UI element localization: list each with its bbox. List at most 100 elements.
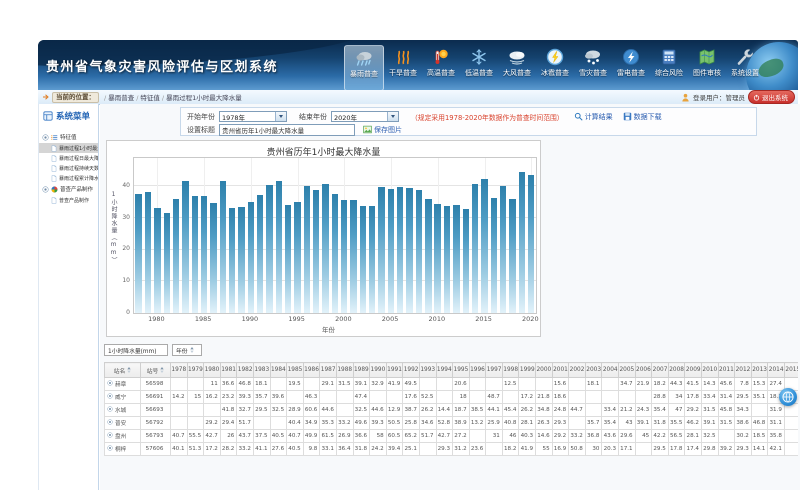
value-cell: 31.5 <box>336 378 353 391</box>
value-cell: 33.2 <box>237 443 254 456</box>
sidebar-item-1-2[interactable]: 暴雨过程日最大降水量 <box>39 153 98 163</box>
end-year-label: 结束年份 <box>299 112 327 122</box>
bar-2010 <box>434 204 440 313</box>
nav-item-9[interactable]: 综合风险 <box>650 45 688 89</box>
value-cell: 17.2 <box>519 391 536 404</box>
chevron-down-icon[interactable] <box>275 112 286 121</box>
table-row-威宁[interactable]: 威宁5669114.21516.223.239.335.739.646.347.… <box>105 391 799 404</box>
sidebar-item-label: 暴雨过程日最大降水量 <box>59 155 98 162</box>
tree-group-2[interactable]: 普查产品制作 <box>39 183 98 195</box>
value-cell: 23.6 <box>469 443 486 456</box>
value-cell: 29.1 <box>320 378 337 391</box>
target-icon[interactable] <box>107 393 113 401</box>
sidebar-item-1-1[interactable]: 暴雨过程1小时最大降水量 <box>39 143 98 153</box>
breadcrumb-item[interactable]: 特征值 <box>140 94 160 102</box>
nav-item-6[interactable]: 冰雹普查 <box>536 45 574 89</box>
id-column-header[interactable]: 站号 <box>141 363 171 378</box>
target-icon[interactable] <box>107 380 113 388</box>
nav-item-10[interactable]: 图件审核 <box>688 45 726 89</box>
value-cell: 31.1 <box>768 417 785 430</box>
bar-1990 <box>248 202 254 313</box>
bar-1995 <box>294 202 300 313</box>
table-row-普安[interactable]: 普安5679229.229.451.740.434.935.333.249.63… <box>105 417 799 430</box>
value-cell: 48.7 <box>486 391 503 404</box>
sort-icon[interactable] <box>190 346 194 354</box>
value-cell: 29.3 <box>552 417 569 430</box>
nav-item-11[interactable]: 系统设置 <box>726 45 764 89</box>
bar-1994 <box>285 205 291 313</box>
app-banner: 贵州省气象灾害风险评估与区划系统 暴雨普查干旱普查高温普查低温普查大风普查冰雹普… <box>38 40 798 90</box>
value-cell <box>569 378 586 391</box>
table-row-桐梓[interactable]: 桐梓5760640.151.317.228.233.241.127.640.59… <box>105 443 799 456</box>
nav-item-7[interactable]: 雪灾普查 <box>574 45 612 89</box>
chart-title-input[interactable] <box>219 124 355 136</box>
target-icon[interactable] <box>107 406 113 414</box>
start-year-select[interactable]: 1978年 <box>219 111 287 122</box>
globe-icon <box>781 390 795 404</box>
value-cell: 28.2 <box>220 443 237 456</box>
x-tick: 2020 <box>519 315 541 323</box>
nav-item-5[interactable]: 大风普查 <box>498 45 536 89</box>
value-cell: 17.2 <box>204 443 221 456</box>
nav-item-4[interactable]: 低温普查 <box>460 45 498 89</box>
name-column-header[interactable]: 站名 <box>105 363 141 378</box>
sort-icon[interactable] <box>160 366 164 374</box>
value-cell: 46.2 <box>685 417 702 430</box>
lightning-icon <box>621 47 641 67</box>
table-row-水城[interactable]: 水城5669341.832.729.532.528.960.644.632.54… <box>105 404 799 417</box>
value-cell <box>187 417 204 430</box>
value-cell <box>536 378 553 391</box>
value-cell: 26.2 <box>419 404 436 417</box>
sort-icon[interactable] <box>127 366 131 374</box>
expander-icon[interactable] <box>42 186 49 193</box>
bar-slot <box>442 158 451 313</box>
end-year-select[interactable]: 2020年 <box>331 111 399 122</box>
nav-item-3[interactable]: 高温普查 <box>422 45 460 89</box>
station-name: 赫章 <box>115 380 126 388</box>
nav-item-8[interactable]: 雷电普查 <box>612 45 650 89</box>
drought-icon <box>393 47 413 67</box>
value-filter-box[interactable]: 1小时降水量(mm) <box>104 344 168 356</box>
value-cell: 35.5 <box>668 417 685 430</box>
table-row-赫章[interactable]: 赫章565981136.646.818.119.529.131.539.132.… <box>105 378 799 391</box>
bar-slot <box>284 158 293 313</box>
logout-button[interactable]: 退出系统 <box>748 90 795 104</box>
value-cell: 25.9 <box>486 417 503 430</box>
year-column-header: 1979 <box>187 363 204 378</box>
value-cell <box>187 404 204 417</box>
year-column-header: 1999 <box>519 363 536 378</box>
value-cell: 41.9 <box>519 443 536 456</box>
power-icon <box>753 94 760 101</box>
value-cell <box>585 391 602 404</box>
target-icon[interactable] <box>107 432 113 440</box>
year-filter-box[interactable]: 年份 <box>172 344 202 356</box>
breadcrumb-separator: / <box>136 94 138 102</box>
nav-item-2[interactable]: 干旱普查 <box>384 45 422 89</box>
bar-1979 <box>145 192 151 313</box>
sidebar-item-1-3[interactable]: 暴雨过程持续天数 <box>39 163 98 173</box>
breadcrumb-item[interactable]: 暴雨普查 <box>108 94 134 102</box>
value-cell: 29.3 <box>436 443 453 456</box>
value-cell: 24.2 <box>370 443 387 456</box>
breadcrumb-separator: / <box>104 94 106 102</box>
year-column-header: 2007 <box>652 363 669 378</box>
value-cell: 39.1 <box>702 417 719 430</box>
bar-2007 <box>406 188 412 313</box>
sidebar-item-1-4[interactable]: 暴雨过程累计降水量 <box>39 173 98 183</box>
nav-item-1[interactable]: 暴雨普查 <box>344 45 384 90</box>
table-row-盘州[interactable]: 盘州5679340.755.542.72643.737.540.540.749.… <box>105 430 799 443</box>
value-cell: 46.3 <box>303 391 320 404</box>
chevron-down-icon[interactable] <box>387 112 398 121</box>
tree-group-1[interactable]: 特征值 <box>39 131 98 143</box>
value-cell <box>270 378 287 391</box>
calculate-button[interactable]: 计算结果 <box>574 112 613 122</box>
download-button[interactable]: 数据下载 <box>623 112 662 122</box>
target-icon[interactable] <box>107 419 113 427</box>
sidebar-item-2-1[interactable]: 普查产品制作 <box>39 195 98 205</box>
save-image-button[interactable]: 保存图片 <box>363 125 402 135</box>
value-cell: 18.1 <box>253 378 270 391</box>
floating-widget[interactable] <box>779 388 797 406</box>
breadcrumb-item[interactable]: 暴雨过程1小时最大降水量 <box>166 94 242 102</box>
target-icon[interactable] <box>107 445 113 453</box>
expander-icon[interactable] <box>42 134 49 141</box>
